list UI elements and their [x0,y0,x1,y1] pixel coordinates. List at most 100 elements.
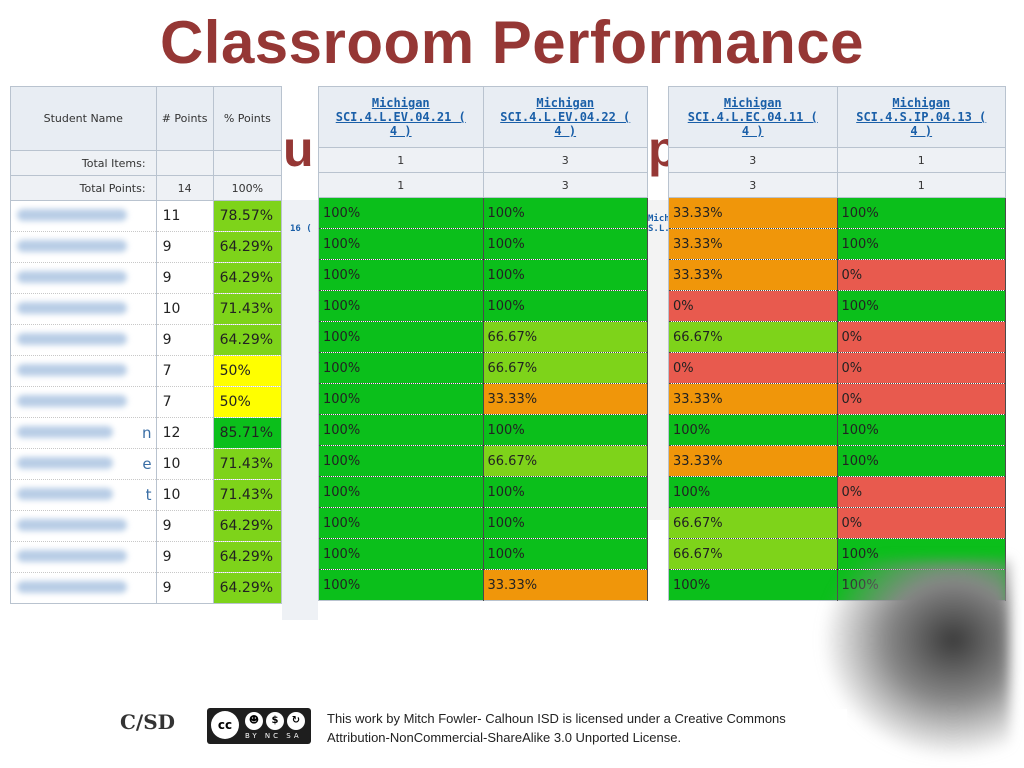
standard-header: Michigan SCI.4.L.EC.04.11 (4 ) [668,86,838,148]
student-row[interactable]: 9 64.29% [10,510,282,542]
points-cell: 9 [155,510,214,542]
student-name-cell[interactable] [10,262,157,294]
standard-score-cell: 33.33% [668,259,838,291]
standard-score-row: 33.33% 100% [668,445,1006,477]
student-name-cell[interactable]: t [10,479,157,511]
total-items-cell: 3 [668,147,838,173]
student-row[interactable]: 9 64.29% [10,324,282,356]
standard-score-cell: 0% [837,321,1006,353]
standard-score-cell: 0% [668,290,838,322]
student-row[interactable]: 7 50% [10,386,282,418]
sharealike-icon: ↻ [287,712,305,730]
standard-score-cell: 0% [837,259,1006,291]
student-name-cell[interactable] [10,510,157,542]
student-row[interactable]: t 10 71.43% [10,479,282,511]
total-points-label: Total Points: [10,175,157,201]
standard-link[interactable]: Michigan SCI.4.L.EC.04.11 (4 ) [687,96,818,138]
standard-score-row: 66.67% 0% [668,507,1006,539]
standards-panel-left: Michigan SCI.4.L.EV.04.21 (4 ) Michigan SC… [318,86,648,601]
standard-score-row: 33.33% 100% [668,197,1006,229]
column-header-points[interactable]: # Points [155,86,214,151]
percent-cell: 71.43% [212,448,282,480]
creative-commons-badge[interactable]: cc ☻ $ ↻ BY NC SA [207,708,311,744]
percent-cell: 64.29% [212,262,282,294]
decorative-vase-image [820,560,1010,760]
standard-score-cell: 100% [483,507,648,539]
background-report-strip [282,200,318,620]
percent-cell: 64.29% [212,324,282,356]
standard-header: Michigan SCI.4.L.EV.04.21 (4 ) [318,86,484,148]
percent-cell: 64.29% [212,572,282,604]
standard-score-row: 100%100% [318,259,648,291]
standard-score-cell: 100% [668,569,838,601]
standard-score-cell: 33.33% [668,383,838,415]
standard-score-cell: 100% [318,383,484,415]
student-row[interactable]: 9 64.29% [10,231,282,263]
student-name-cell[interactable] [10,386,157,418]
percent-cell: 85.71% [212,417,282,449]
slide-title: Classroom Performance [159,9,865,76]
standard-link[interactable]: Michigan SCI.4.L.EV.04.22 (4 ) [500,96,631,138]
license-line: Attribution-NonCommercial-ShareAlike 3.0… [327,730,682,745]
standard-score-cell: 100% [837,445,1006,477]
student-name-fragment: n [142,424,152,442]
standard-score-cell: 100% [483,538,648,570]
redacted-name [17,364,127,376]
column-header-percent[interactable]: % Points [212,86,283,151]
standard-score-cell: 100% [668,476,838,508]
standard-score-cell: 33.33% [483,383,648,415]
standard-link[interactable]: Michigan SCI.4.S.IP.04.13 (4 ) [856,96,987,138]
student-row[interactable]: 9 64.29% [10,262,282,294]
student-name-cell[interactable] [10,572,157,604]
standard-score-cell: 33.33% [483,569,648,601]
student-row[interactable]: 9 64.29% [10,572,282,604]
standard-score-cell: 100% [318,569,484,601]
standard-score-row: 0% 0% [668,352,1006,384]
cisd-logo: C/SD [120,710,176,734]
redacted-name [17,209,127,221]
standard-link[interactable]: Michigan SCI.4.L.EV.04.21 (4 ) [335,96,466,138]
student-row[interactable]: 9 64.29% [10,541,282,573]
points-cell: 7 [155,355,214,387]
points-cell: 11 [155,200,214,232]
student-name-cell[interactable] [10,541,157,573]
standard-score-cell: 100% [837,414,1006,446]
standard-score-row: 100%100% [318,476,648,508]
standard-score-cell: 100% [837,228,1006,260]
student-row[interactable]: 11 78.57% [10,200,282,232]
points-cell: 9 [155,541,214,573]
student-row[interactable]: 10 71.43% [10,293,282,325]
percent-cell: 50% [212,386,282,418]
student-row[interactable]: e 10 71.43% [10,448,282,480]
standard-score-cell: 100% [483,414,648,446]
student-name-cell[interactable] [10,200,157,232]
standard-score-cell: 100% [837,197,1006,229]
percent-cell: 71.43% [212,479,282,511]
student-row[interactable]: n 12 85.71% [10,417,282,449]
standard-score-cell: 100% [483,228,648,260]
student-name-cell[interactable] [10,324,157,356]
percent-cell: 50% [212,355,282,387]
student-row[interactable]: 7 50% [10,355,282,387]
standard-score-cell: 100% [483,476,648,508]
standard-score-row: 100% 66.67% [318,352,648,384]
standard-score-cell: 0% [668,352,838,384]
points-cell: 12 [155,417,214,449]
student-name-cell[interactable]: e [10,448,157,480]
total-items-cell: 3 [482,147,648,173]
standard-score-cell: 33.33% [668,197,838,229]
student-name-cell[interactable] [10,355,157,387]
standard-score-row: 100%100% [318,414,648,446]
student-name-cell[interactable] [10,231,157,263]
student-name-cell[interactable]: n [10,417,157,449]
standard-score-row: 100%100% [318,290,648,322]
column-header-student-name[interactable]: Student Name [10,86,157,151]
redacted-name [17,302,127,314]
standard-score-cell: 66.67% [668,538,838,570]
student-name-cell[interactable] [10,293,157,325]
standard-score-cell: 100% [483,197,648,229]
standard-score-cell: 100% [318,290,484,322]
standard-score-cell: 0% [837,507,1006,539]
points-cell: 9 [155,231,214,263]
standard-score-row: 100% 33.33% [318,383,648,415]
